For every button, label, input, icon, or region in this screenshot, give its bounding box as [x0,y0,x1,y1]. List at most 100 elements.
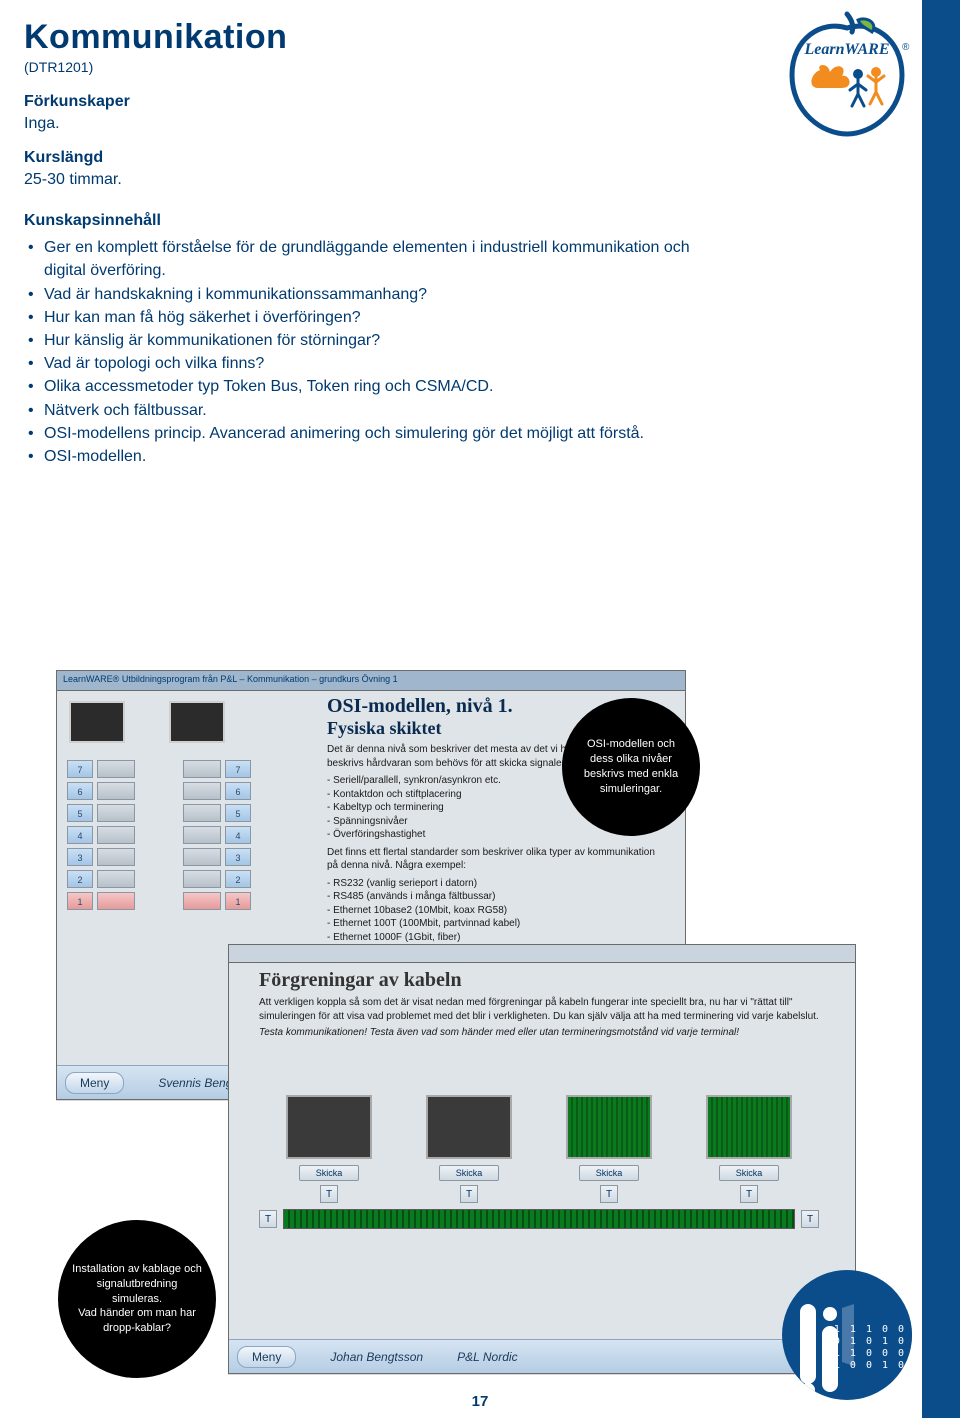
footer-username: Svennis Beng [158,1076,232,1090]
list-item: Olika accessmetoder typ Token Bus, Token… [28,375,724,398]
osi-layer-slot [183,804,221,822]
osi-layer-slot [183,826,221,844]
list-item: Hur kan man få hög säkerhet i överföring… [28,306,724,329]
osi-layer-slot [97,848,135,866]
osi-layer-slot [183,760,221,778]
callout-text: OSI-modellen och dess olika nivåer beskr… [576,737,686,796]
list-item: RS485 (används i många fältbussar) [327,890,667,904]
osi-layer-num: 7 [225,760,251,778]
corner-binary-logo: 1 1 1 0 0 1 0 1 0 1 0 1 1 1 0 0 0 1 1 0 … [782,1270,912,1400]
tee-connector[interactable]: T [320,1185,338,1203]
screenshot-cable-branching: Förgreningar av kabeln Att verkligen kop… [228,944,856,1374]
footer-company: P&L Nordic [457,1350,517,1364]
terminal-screen [706,1095,792,1159]
terminal-screen [426,1095,512,1159]
length-body: 25-30 timmar. [24,169,920,191]
osi-paragraph: Det finns ett flertal standarder som bes… [327,846,667,873]
content-heading: Kunskapsinnehåll [24,212,920,230]
window-titlebar [229,945,855,963]
osi-left-panel: 7 7 6 6 5 5 4 4 3 3 2 2 1 1 [67,699,307,910]
menu-button[interactable]: Meny [65,1072,124,1094]
terminal: Skicka T [426,1095,512,1203]
branching-paragraph: Att verkligen koppla så som det är visat… [259,996,819,1023]
list-item: Hur känslig är kommunikationen för störn… [28,329,724,352]
osi-layer-stack: 7 7 6 6 5 5 4 4 3 3 2 2 1 1 [67,760,307,910]
send-button[interactable]: Skicka [719,1165,779,1181]
osi-layer-num: 5 [67,804,93,822]
page-number: 17 [0,1393,960,1410]
list-item: OSI-modellen. [28,445,724,468]
osi-layer-slot [97,782,135,800]
menu-button[interactable]: Meny [237,1346,296,1368]
bus-cable: T T [259,1209,819,1229]
list-item: Ger en komplett förståelse för de grundl… [28,236,724,282]
monitor-icon [169,701,225,743]
osi-layer-num: 4 [67,826,93,844]
terminal: Skicka T [706,1095,792,1203]
cable-simulation: Skicka T Skicka T Skicka T Skicka T [259,1095,819,1295]
svg-text:®: ® [902,42,910,53]
tee-connector[interactable]: T [600,1185,618,1203]
osi-layer-num: 6 [225,782,251,800]
list-item: RS232 (vanlig serieport i datorn) [327,877,667,891]
tee-connector[interactable]: T [740,1185,758,1203]
terminal: Skicka T [566,1095,652,1203]
binary-row: 0 1 0 1 0 1 [834,1336,912,1347]
osi-layer-slot [183,870,221,888]
terminal: Skicka T [286,1095,372,1203]
binary-row: 1 0 0 1 0 0 [834,1360,912,1371]
list-item: Vad är handskakning i kommunikationssamm… [28,283,724,306]
bus-line [283,1209,795,1229]
osi-layer-slot [97,892,135,910]
callout-osi: OSI-modellen och dess olika nivåer beskr… [562,698,700,836]
binary-row: 1 1 1 0 0 1 [834,1324,912,1335]
learnware-logo: LearnWARE ® [782,10,912,140]
list-item: Ethernet 10base2 (10Mbit, koax RG58) [327,904,667,918]
branching-hint: Testa kommunikationen! Testa även vad so… [259,1026,819,1040]
osi-layer-num: 2 [67,870,93,888]
osi-layer-num: 4 [225,826,251,844]
terminal-screen [286,1095,372,1159]
list-item: Ethernet 1000F (1Gbit, fiber) [327,931,667,945]
window-titlebar: LearnWARE® Utbildningsprogram från P&L –… [57,671,685,691]
osi-layer-num: 3 [67,848,93,866]
callout-text: Installation av kablage och signalutbred… [72,1262,202,1336]
content-bullets: Ger en komplett förståelse för de grundl… [24,236,724,468]
binary-row: 1 1 0 0 0 1 [834,1348,912,1359]
osi-layer-num: 7 [67,760,93,778]
window-title: LearnWARE® Utbildningsprogram från P&L –… [63,674,398,684]
bus-terminator[interactable]: T [801,1210,819,1228]
monitor-icon [69,701,125,743]
osi-list-2: RS232 (vanlig serieport i datorn) RS485 … [327,877,667,945]
bus-terminator[interactable]: T [259,1210,277,1228]
osi-layer-slot [97,760,135,778]
osi-layer-slot [183,848,221,866]
osi-layer-slot [183,892,221,910]
send-button[interactable]: Skicka [579,1165,639,1181]
osi-layer-slot [183,782,221,800]
footer-username: Johan Bengtsson [330,1350,423,1364]
tee-connector[interactable]: T [460,1185,478,1203]
logo-brand-text: LearnWARE [803,41,889,58]
osi-layer-num: 1 [225,892,251,910]
branching-heading: Förgreningar av kabeln [259,969,819,992]
length-heading: Kurslängd [24,149,920,167]
list-item: Ethernet 100T (100Mbit, partvinnad kabel… [327,917,667,931]
osi-layer-num: 6 [67,782,93,800]
osi-layer-num: 2 [225,870,251,888]
list-item: Vad är topologi och vilka finns? [28,352,724,375]
list-item: OSI-modellens princip. Avancerad animeri… [28,422,724,445]
osi-layer-slot [97,826,135,844]
osi-layer-num: 1 [67,892,93,910]
send-button[interactable]: Skicka [439,1165,499,1181]
osi-layer-slot [97,870,135,888]
list-item: Nätverk och fältbussar. [28,399,724,422]
branching-description: Förgreningar av kabeln Att verkligen kop… [259,969,819,1043]
osi-layer-num: 3 [225,848,251,866]
callout-cable: Installation av kablage och signalutbred… [58,1220,216,1378]
osi-layer-num: 5 [225,804,251,822]
window-footer: Meny Johan Bengtsson P&L Nordic ? [229,1339,855,1373]
terminal-screen [566,1095,652,1159]
send-button[interactable]: Skicka [299,1165,359,1181]
osi-layer-slot [97,804,135,822]
